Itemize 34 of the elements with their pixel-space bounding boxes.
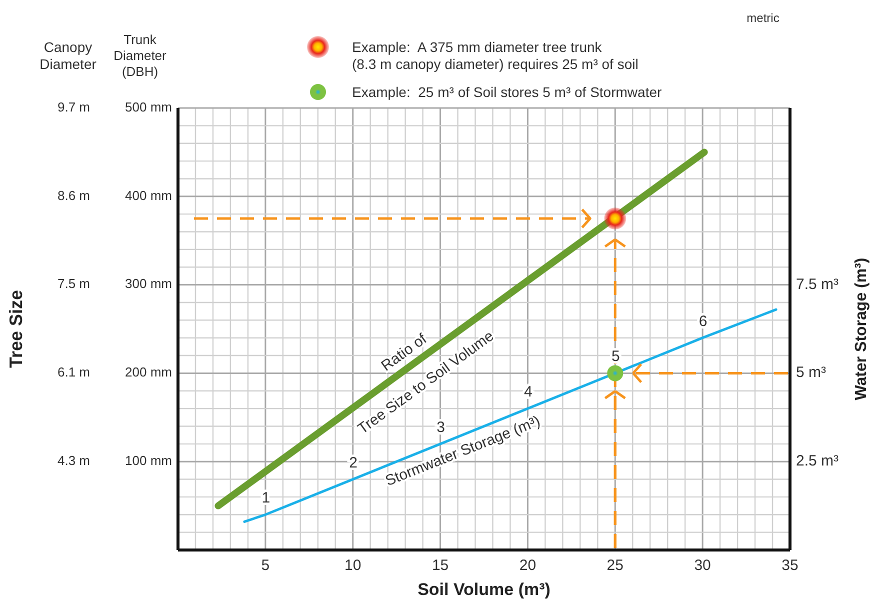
text: 6.1 m	[57, 364, 90, 380]
y-tick-label: 500 mm	[125, 99, 172, 114]
text: metric	[746, 11, 780, 25]
text: 7.5 m	[57, 276, 90, 292]
data-label: 3	[436, 418, 445, 436]
legend-label: Example: 25 m³ of Soil stores 5 m³ of Stormwater	[352, 84, 662, 100]
y2-axis-title: Water Storage (m³)	[853, 258, 870, 400]
y-tick-label: 400 mm	[125, 188, 172, 203]
y2-tick-label: 5 m³	[796, 364, 826, 382]
x-tick-label: 35	[782, 557, 798, 574]
x-tick-label: 5	[261, 557, 270, 574]
line-series	[243, 308, 778, 523]
y2-tick-label: 7.5 m³	[796, 276, 839, 293]
x-tick-label: 15	[432, 557, 449, 574]
y2-tick-label: 2.5 m³	[796, 452, 839, 470]
text: 8.6 m	[57, 188, 90, 203]
x-axis-title: Soil Volume (m³)	[418, 580, 550, 599]
x-tick-label: 30	[694, 557, 711, 574]
x-tick-label: 10	[344, 557, 362, 574]
y-tick-label: 200 mm	[125, 364, 172, 380]
y-tick-label: 300 mm	[125, 276, 172, 292]
x-tick-label: 20	[519, 557, 536, 574]
legend-label: Example: A 375 mm diameter tree trunk (8.3 m canopy diameter) requires 25 m³ of soil	[352, 39, 638, 72]
text: Tree Size	[6, 290, 26, 368]
data-label: 2	[349, 454, 358, 472]
text: 9.7 m	[57, 99, 90, 114]
y-tick-label: 100 mm	[125, 453, 172, 468]
data-label: 6	[698, 312, 708, 330]
data-label: 1	[262, 490, 270, 507]
text: Canopy Diameter	[40, 39, 97, 72]
x-tick-label: 25	[606, 557, 624, 574]
data-label: 4	[524, 384, 532, 401]
y-axis-title: Trunk Diameter (DBH)	[114, 32, 168, 79]
text: 4.3 m	[57, 453, 90, 468]
